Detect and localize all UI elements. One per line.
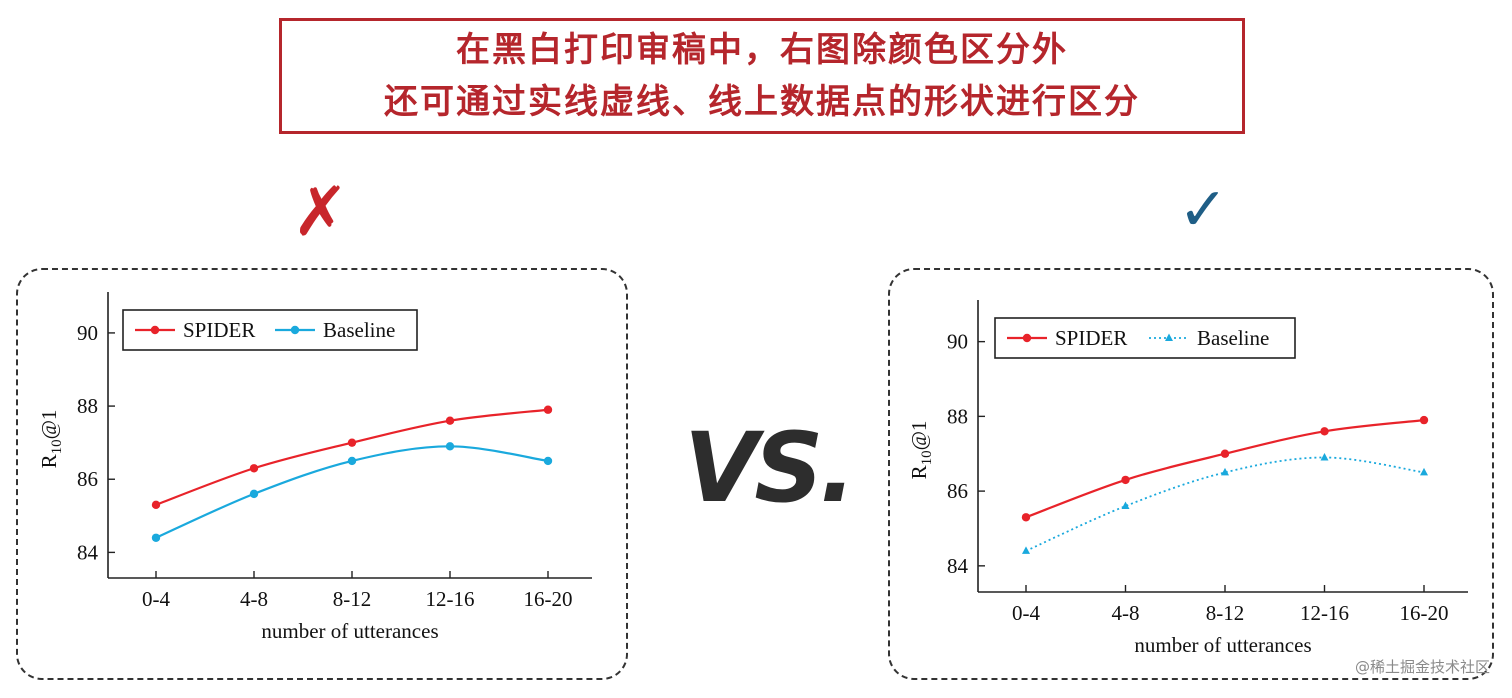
y-tick-label: 90 (77, 321, 98, 345)
data-point (1021, 513, 1031, 522)
x-tick-label: 0-4 (1012, 601, 1040, 625)
watermark: @稀土掘金技术社区 (1354, 658, 1490, 676)
cross-mark-icon: ✗ (292, 173, 349, 252)
data-point (249, 464, 259, 473)
data-point (1420, 467, 1428, 476)
right-line-chart: 84 86 88 90 0-4 4-8 8-12 12-16 16-20 number of ut… (907, 300, 1468, 657)
y-tick-label: 84 (77, 540, 99, 564)
data-point (1121, 475, 1130, 485)
legend-label: Baseline (1197, 326, 1269, 350)
y-tick-label: 88 (77, 394, 98, 418)
x-tick-label: 8-12 (1206, 601, 1245, 625)
y-tick-label: 84 (947, 554, 969, 578)
caption-line-1: 在黑白打印审稿中，右图除颜色区分外 (456, 30, 1068, 70)
x-axis-label: number of utterances (1134, 633, 1311, 657)
x-tick-label: 0-4 (142, 587, 170, 611)
y-axis-label: R10@1 (37, 410, 65, 469)
x-tick-label: 12-16 (1300, 601, 1349, 625)
x-tick-label: 4-8 (240, 587, 268, 611)
legend-label: SPIDER (1055, 326, 1127, 350)
data-point (445, 416, 455, 425)
check-mark-icon: ✓ (1178, 175, 1229, 245)
legend-marker (290, 325, 300, 335)
y-tick-label: 90 (947, 330, 968, 354)
y-tick-label: 86 (947, 479, 968, 503)
y-tick-label: 86 (77, 467, 98, 491)
data-point (1022, 546, 1030, 554)
data-point (1121, 501, 1130, 510)
x-tick-label: 4-8 (1112, 601, 1140, 625)
right-chart-panel: 84 86 88 90 0-4 4-8 8-12 12-16 16-20 number of ut… (888, 268, 1494, 680)
x-axis-label: number of utterances (261, 619, 438, 643)
legend-marker (1165, 333, 1173, 341)
versus-label: VS. (684, 412, 856, 524)
y-tick-label: 88 (947, 404, 968, 428)
caption-banner: 在黑白打印审稿中，右图除颜色区分外 还可通过实线虚线、线上数据点的形状进行区分 (279, 18, 1245, 134)
data-point (347, 438, 357, 447)
x-tick-label: 8-12 (333, 587, 372, 611)
data-point (1320, 427, 1329, 436)
legend-marker (150, 325, 160, 335)
y-axis-label: R10@1 (907, 421, 935, 480)
data-point (543, 456, 553, 466)
data-point (1320, 452, 1329, 461)
left-line-chart: 84 86 88 90 0-4 4-8 8-12 12-16 16-20 number of ut… (37, 292, 592, 643)
legend-label: SPIDER (183, 318, 255, 342)
legend-marker (1022, 333, 1032, 343)
data-point (1221, 467, 1229, 476)
x-tick-label: 16-20 (1400, 601, 1449, 625)
data-point (543, 405, 553, 414)
caption-line-2: 还可通过实线虚线、线上数据点的形状进行区分 (384, 82, 1140, 122)
legend-label: Baseline (323, 318, 395, 342)
data-point (249, 489, 259, 499)
data-point (151, 533, 161, 542)
left-chart-panel: 84 86 88 90 0-4 4-8 8-12 12-16 16-20 number of ut… (16, 268, 628, 680)
data-point (347, 456, 357, 466)
x-tick-label: 16-20 (524, 587, 573, 611)
x-tick-label: 12-16 (426, 587, 475, 611)
data-point (1220, 449, 1230, 458)
data-point (445, 442, 455, 451)
data-point (1419, 415, 1429, 425)
data-point (151, 500, 161, 510)
